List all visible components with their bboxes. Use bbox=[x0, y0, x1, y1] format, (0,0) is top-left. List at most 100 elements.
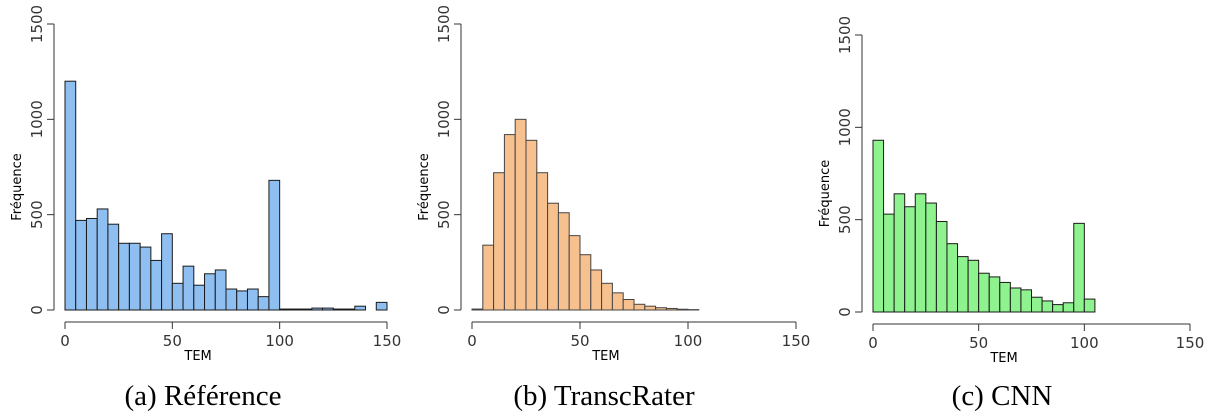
y-axis: 0 500 1000 1500 Fréquence bbox=[417, 5, 462, 315]
x-tick-label: 100 bbox=[674, 332, 703, 350]
histogram-bar bbox=[665, 307, 678, 311]
x-axis: 0 50 100 150 TEM bbox=[60, 321, 402, 364]
histogram-bar bbox=[1083, 298, 1096, 313]
histogram-bar bbox=[150, 259, 163, 311]
histogram-bar bbox=[503, 134, 516, 311]
histogram-panel-transcrater: 0 500 1000 1500 Fréquence 0 50 100 150 TEM bbox=[417, 5, 810, 364]
x-tick-label: 50 bbox=[163, 332, 182, 350]
histogram-bar bbox=[967, 259, 980, 313]
histogram-bar bbox=[557, 212, 570, 311]
histogram-bar bbox=[1062, 302, 1075, 313]
histogram-bar bbox=[193, 284, 206, 311]
histogram-bar bbox=[676, 308, 689, 311]
histogram-bar bbox=[268, 179, 281, 311]
x-tick-label: 50 bbox=[570, 332, 589, 350]
histogram-bar bbox=[482, 244, 495, 311]
histogram-bar bbox=[1020, 289, 1032, 313]
caption-b: (b) TranscRater bbox=[513, 380, 695, 412]
x-tick-label: 150 bbox=[782, 332, 811, 350]
bars bbox=[872, 139, 1096, 313]
histogram-bar bbox=[872, 139, 885, 313]
histogram-bar bbox=[579, 254, 592, 311]
histogram-bar bbox=[225, 288, 238, 311]
histogram-bar bbox=[96, 208, 109, 311]
histogram-bar bbox=[493, 172, 505, 311]
caption-c: (c) CNN bbox=[952, 380, 1053, 412]
histogram-bar bbox=[332, 308, 345, 311]
bars bbox=[471, 118, 700, 311]
y-tick-label: 1000 bbox=[435, 100, 453, 138]
histogram-bar bbox=[893, 193, 906, 313]
histogram-bar bbox=[633, 303, 646, 311]
x-tick-label: 0 bbox=[868, 334, 878, 352]
x-axis: 0 50 100 150 TEM bbox=[467, 321, 811, 364]
y-tick-label: 1500 bbox=[28, 5, 46, 43]
histogram-bar bbox=[622, 299, 635, 311]
histogram-bar bbox=[914, 193, 927, 313]
histogram-bar bbox=[75, 219, 87, 311]
histogram-bar bbox=[590, 269, 603, 311]
histogram-bar bbox=[946, 243, 959, 313]
histogram-bar bbox=[655, 307, 667, 311]
histogram-bar bbox=[471, 308, 484, 311]
bars bbox=[64, 80, 388, 311]
histogram-bar bbox=[257, 296, 270, 311]
y-tick-label: 1000 bbox=[28, 100, 46, 138]
y-axis-label: Fréquence bbox=[10, 153, 25, 220]
histogram-bar bbox=[514, 118, 527, 311]
histogram-bar bbox=[644, 305, 657, 311]
x-tick-label: 0 bbox=[467, 332, 477, 350]
histogram-bar bbox=[246, 288, 259, 311]
y-axis: 0 500 1000 1500 Fréquence bbox=[10, 5, 55, 315]
y-tick-label: 0 bbox=[435, 305, 453, 315]
histogram-bar bbox=[182, 265, 195, 311]
histogram-bar bbox=[118, 242, 130, 311]
y-tick-label: 0 bbox=[28, 305, 46, 315]
histogram-bar bbox=[85, 217, 98, 311]
y-tick-label: 0 bbox=[836, 307, 854, 317]
histogram-bar bbox=[925, 202, 937, 313]
histogram-panel-cnn: 0 500 1000 1500 Fréquence 0 50 100 150 TEM bbox=[818, 16, 1204, 366]
x-tick-label: 100 bbox=[1070, 334, 1099, 352]
histogram-bar bbox=[139, 246, 152, 311]
histogram-panel-reference: 0 500 1000 1500 Fréquence 0 50 100 150 TEM bbox=[10, 5, 401, 364]
histogram-bar bbox=[128, 242, 141, 311]
histogram-bar bbox=[236, 290, 248, 311]
histogram-bar bbox=[107, 223, 120, 311]
histogram-bar bbox=[354, 305, 367, 311]
x-tick-label: 150 bbox=[373, 332, 402, 350]
caption-a: (a) Référence bbox=[125, 380, 282, 412]
histogram-bar bbox=[568, 235, 581, 311]
histogram-bar bbox=[1052, 304, 1064, 313]
histogram-bar bbox=[322, 307, 334, 311]
histogram-bar bbox=[161, 233, 173, 311]
histogram-bar bbox=[957, 256, 969, 313]
histogram-bar bbox=[999, 281, 1011, 313]
y-axis-label: Fréquence bbox=[818, 160, 833, 227]
x-axis-label: TEM bbox=[183, 349, 211, 364]
histogram-bar bbox=[601, 282, 613, 311]
histogram-bar bbox=[935, 221, 948, 313]
x-axis-label: TEM bbox=[989, 351, 1017, 366]
histogram-bar bbox=[343, 308, 356, 311]
x-tick-label: 50 bbox=[969, 334, 988, 352]
x-tick-label: 100 bbox=[265, 332, 294, 350]
histogram-bar bbox=[375, 301, 388, 311]
y-tick-label: 500 bbox=[836, 205, 854, 234]
x-axis-label: TEM bbox=[591, 349, 619, 364]
histogram-bar bbox=[978, 272, 990, 313]
y-tick-label: 500 bbox=[435, 200, 453, 229]
histogram-bar bbox=[279, 308, 291, 311]
histogram-bar bbox=[214, 269, 227, 311]
y-axis-label: Fréquence bbox=[417, 153, 432, 220]
histogram-bar bbox=[1009, 287, 1022, 313]
histogram-bar bbox=[536, 172, 549, 311]
histogram-bar bbox=[171, 282, 184, 311]
y-tick-label: 1500 bbox=[836, 16, 854, 54]
histogram-bar bbox=[204, 273, 216, 311]
histogram-bar bbox=[904, 206, 916, 313]
histogram-bar bbox=[611, 292, 624, 311]
y-tick-label: 1000 bbox=[836, 108, 854, 146]
histogram-bar bbox=[1073, 222, 1085, 313]
x-axis: 0 50 100 150 TEM bbox=[868, 323, 1204, 366]
